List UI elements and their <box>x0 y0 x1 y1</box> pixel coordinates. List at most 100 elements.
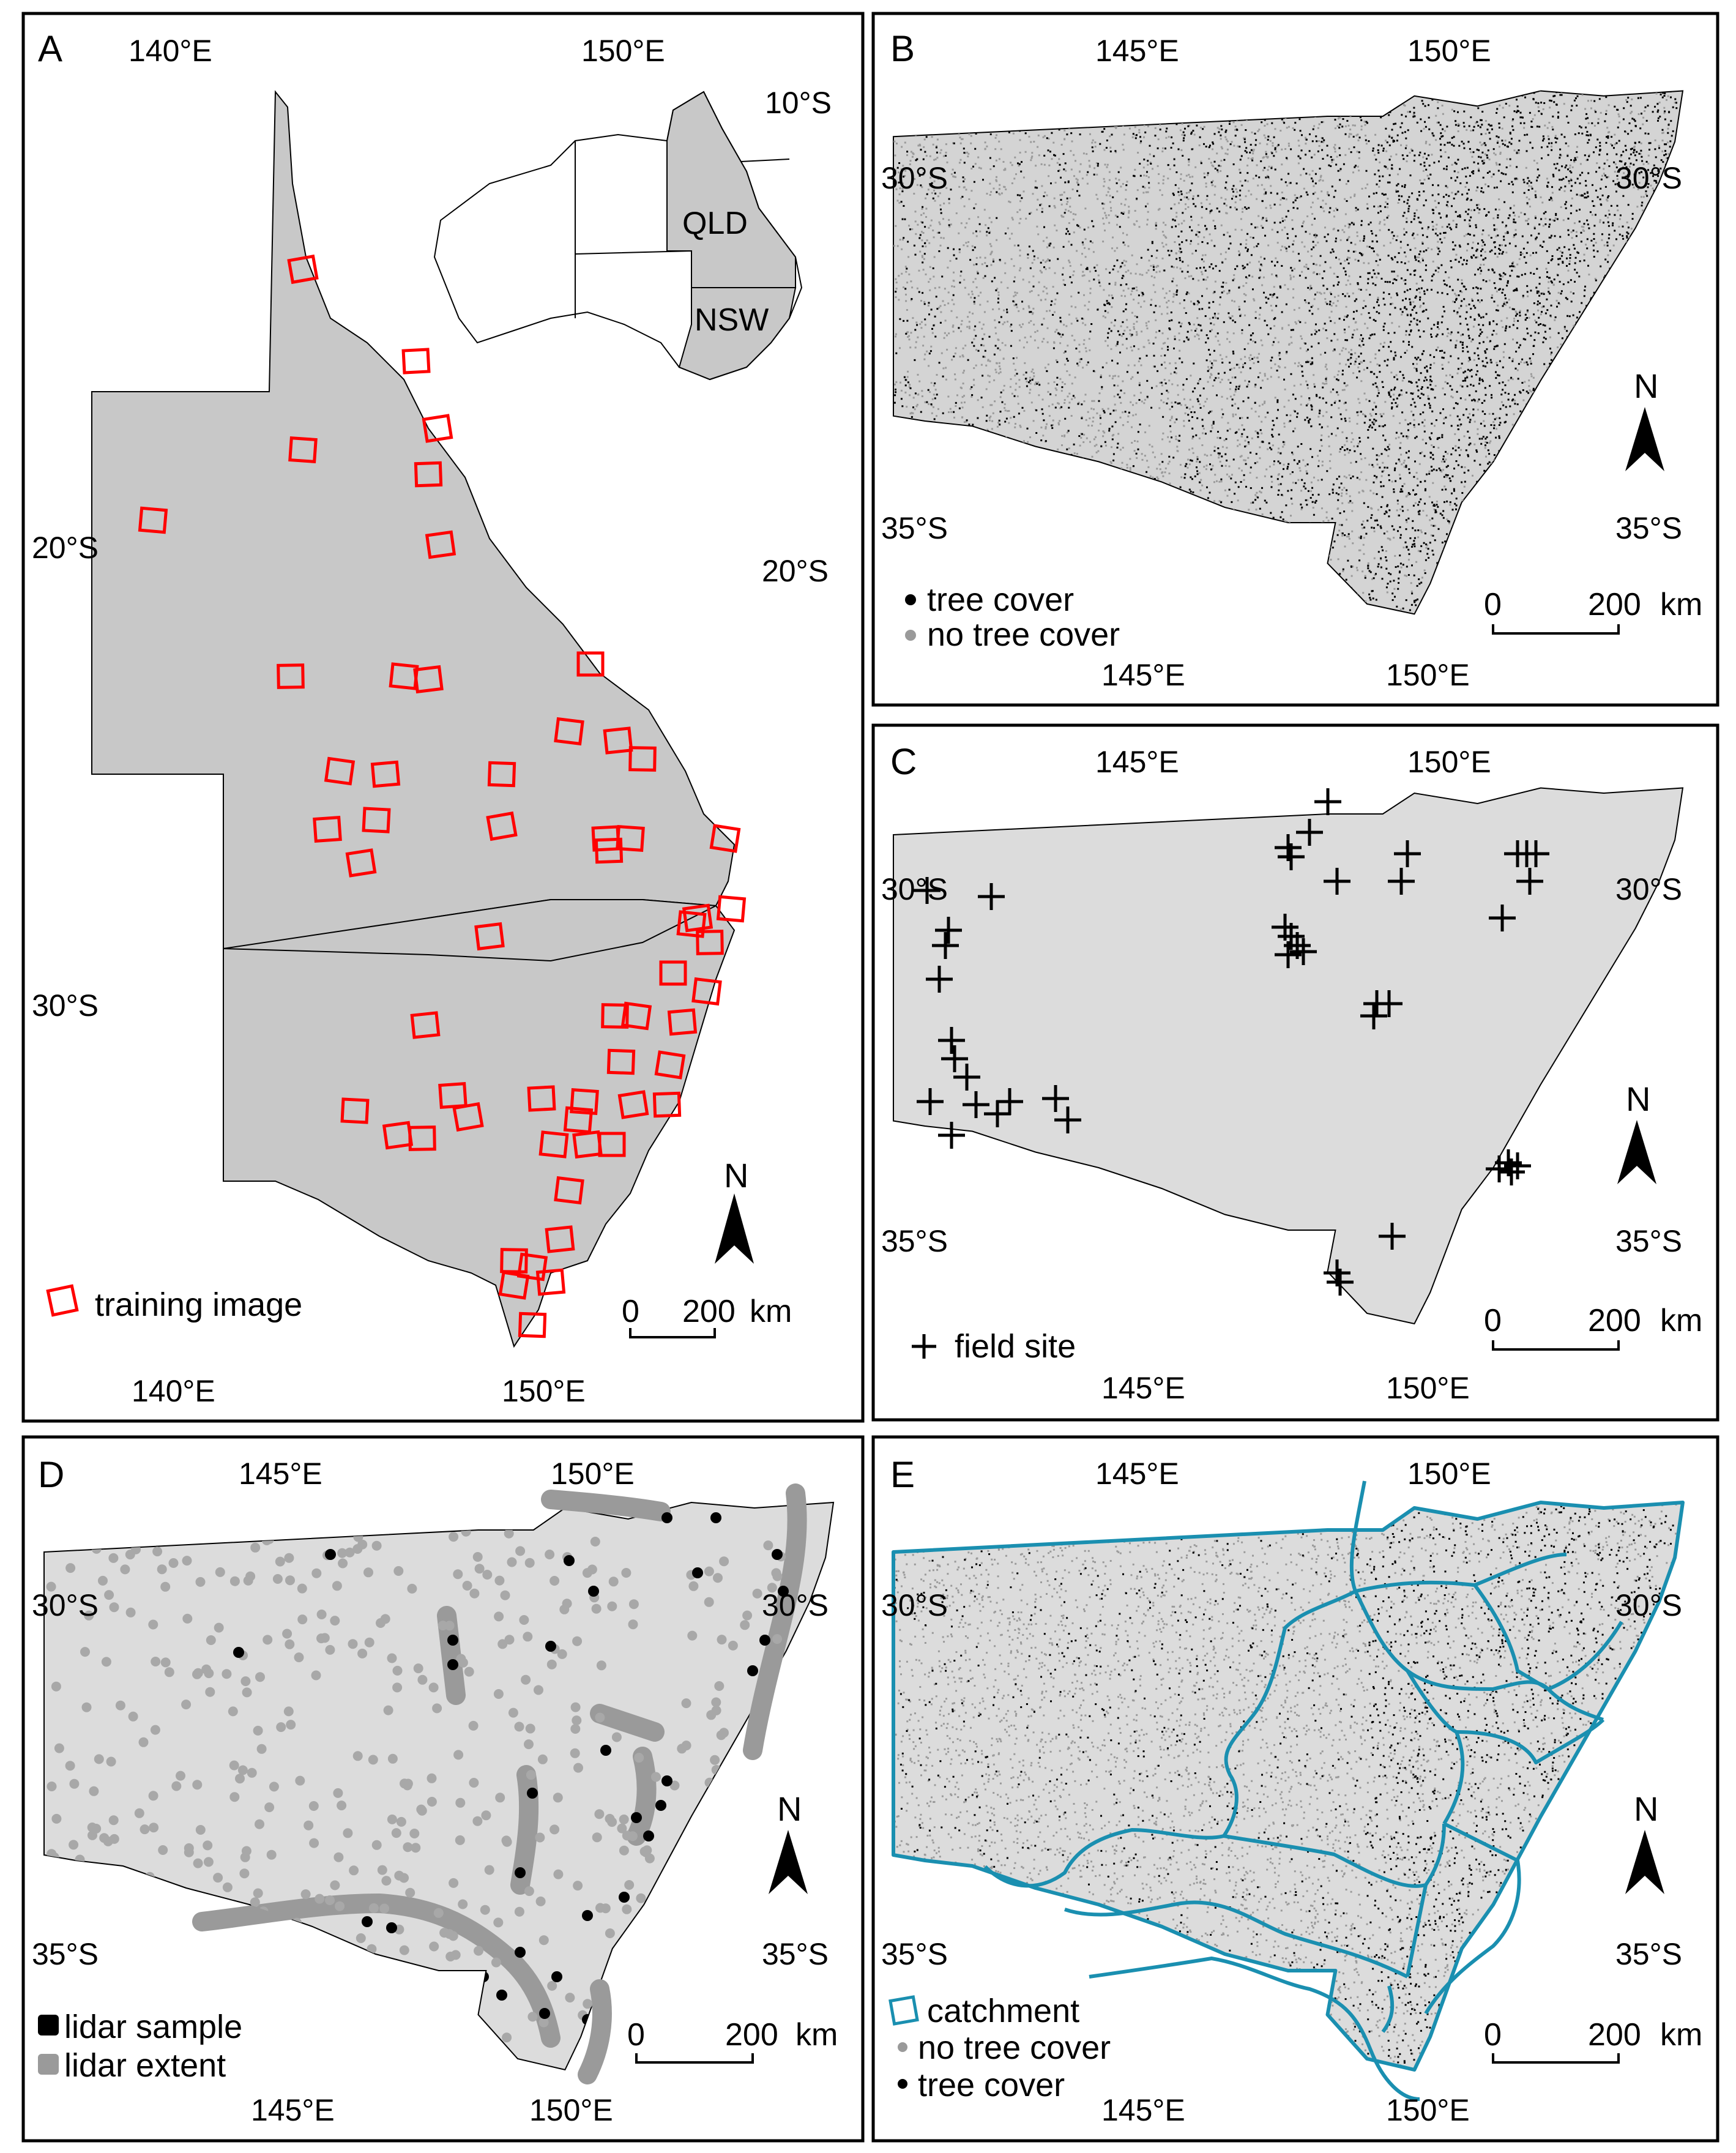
field-site-marker <box>953 1064 980 1091</box>
svg-text:200: 200 <box>1588 1303 1641 1338</box>
right-label-30s-d: 30°S <box>762 1588 829 1622</box>
field-site-marker <box>1360 1002 1387 1029</box>
bottom-label-145e-b: 145°E <box>1101 658 1185 692</box>
svg-text:N: N <box>1634 367 1658 405</box>
bottom-label-150e-e: 150°E <box>1386 2093 1470 2127</box>
training-image-marker <box>716 895 747 923</box>
svg-text:N: N <box>777 1789 802 1828</box>
training-image-marker <box>601 1003 629 1029</box>
svg-text:km: km <box>1660 2017 1702 2053</box>
panel-b: B 145°E 150°E 145°E 150°E 30°S 35°S 30°S… <box>871 12 1719 707</box>
field-site-marker <box>978 883 1005 910</box>
svg-text:0: 0 <box>1484 1303 1502 1338</box>
inset-label-nsw: NSW <box>695 302 769 338</box>
field-site-marker <box>1489 905 1516 931</box>
field-site-marker <box>932 932 959 959</box>
training-image-marker <box>654 1050 686 1080</box>
field-site-marker <box>1486 1155 1513 1182</box>
svg-text:km: km <box>1660 587 1702 622</box>
scalebar-a: 0 200 km <box>622 1294 792 1338</box>
training-image-marker <box>652 1091 682 1118</box>
lidar-sample-dot <box>527 1788 538 1799</box>
legend-c: field site <box>912 1328 1076 1365</box>
field-site-marker <box>996 1088 1023 1115</box>
north-arrow-d: N <box>769 1789 808 1894</box>
training-image-marker <box>345 848 377 878</box>
training-image-marker <box>340 1097 370 1124</box>
panel-letter-c: C <box>890 741 917 782</box>
lidar-sample-dot <box>692 1567 703 1578</box>
nsw-region-c <box>893 787 1684 1325</box>
field-site-marker <box>1327 1269 1354 1296</box>
north-arrow-b: N <box>1625 367 1664 471</box>
lidar-sample-dot <box>759 1635 770 1646</box>
training-image-marker <box>362 807 391 834</box>
training-image-marker <box>570 1088 599 1116</box>
training-image-marker <box>676 910 707 938</box>
lidar-sample-dot <box>515 1947 526 1958</box>
field-site-marker <box>1388 868 1415 895</box>
left-label-30s: 30°S <box>32 988 99 1023</box>
left-label-35s-b: 35°S <box>881 511 948 545</box>
left-label-30s-e: 30°S <box>881 1588 948 1622</box>
top-label-140e: 140°E <box>129 34 212 68</box>
bottom-label-150e: 150°E <box>502 1374 586 1408</box>
north-arrow-a: N <box>715 1156 754 1264</box>
panel-a: QLD NSW A 140°E 150°E 140°E 150°E 20°S 3… <box>21 12 865 1423</box>
inset-australia-map: QLD NSW <box>433 91 803 381</box>
top-label-145e-e: 145°E <box>1095 1457 1179 1491</box>
bottom-label-145e-d: 145°E <box>251 2093 335 2127</box>
training-image-marker <box>667 1008 698 1036</box>
training-image-marker <box>709 824 741 853</box>
training-image-marker <box>288 436 318 464</box>
training-image-marker <box>401 348 431 375</box>
lidar-sample-dot <box>710 1512 721 1523</box>
field-site-marker <box>984 1100 1011 1127</box>
svg-text:N: N <box>1634 1789 1658 1828</box>
panel-letter-b: B <box>890 28 915 69</box>
training-image-marker <box>438 1081 468 1110</box>
field-site-marker <box>963 1091 989 1118</box>
panel-letter-d: D <box>38 1454 64 1495</box>
legend-no-tree-cover-e: no tree cover <box>918 2029 1111 2066</box>
bottom-label-150e-b: 150°E <box>1386 658 1470 692</box>
training-image-marker <box>594 837 624 864</box>
training-image-marker <box>516 1252 548 1282</box>
training-image-marker <box>616 824 645 853</box>
right-label-35s-d: 35°S <box>762 1937 829 1971</box>
legend-no-tree-cover-b: no tree cover <box>927 616 1120 653</box>
lidar-sample-dot <box>661 1512 672 1523</box>
legend-training-image: training image <box>95 1286 302 1323</box>
training-image-marker <box>498 1271 530 1300</box>
training-image-marker <box>324 756 356 786</box>
lidar-sample-dot <box>539 2008 550 2019</box>
lidar-sample-dot <box>600 1745 611 1756</box>
field-site-marker <box>1278 843 1305 870</box>
lidar-sample-dot <box>515 1867 526 1878</box>
training-image-marker <box>576 651 605 677</box>
lidar-sample-dot <box>545 1641 556 1652</box>
top-label-150e-e: 150°E <box>1407 1457 1491 1491</box>
training-image-marker <box>603 726 633 755</box>
field-site-marker <box>1376 990 1403 1017</box>
nsw-region-e <box>893 1502 1683 2070</box>
panel-letter-e: E <box>890 1454 915 1495</box>
svg-text:200: 200 <box>1588 2017 1641 2053</box>
lidar-sample-dot <box>362 1916 373 1927</box>
training-image-marker <box>545 1225 575 1253</box>
field-site-markers <box>914 788 1549 1296</box>
field-site-marker <box>1042 1085 1069 1112</box>
right-label-30s-e: 30°S <box>1615 1588 1682 1622</box>
lidar-sample-dot <box>778 1586 789 1597</box>
scalebar-d: 0 200 km <box>627 2017 838 2064</box>
lidar-sample-dot <box>661 1775 672 1786</box>
legend-d: lidar sample lidar extent <box>38 2009 242 2084</box>
scalebar-e: 0 200 km <box>1484 2017 1702 2064</box>
svg-text:km: km <box>1660 1303 1702 1338</box>
top-label-145e-d: 145°E <box>239 1457 322 1491</box>
svg-text:km: km <box>795 2017 838 2053</box>
left-label-30s-b: 30°S <box>881 161 948 195</box>
lidar-sample-dot <box>447 1659 458 1670</box>
field-site-marker <box>1379 1223 1406 1250</box>
panel-e: E 145°E 150°E 145°E 150°E 30°S 35°S 30°S… <box>871 1435 1719 2143</box>
